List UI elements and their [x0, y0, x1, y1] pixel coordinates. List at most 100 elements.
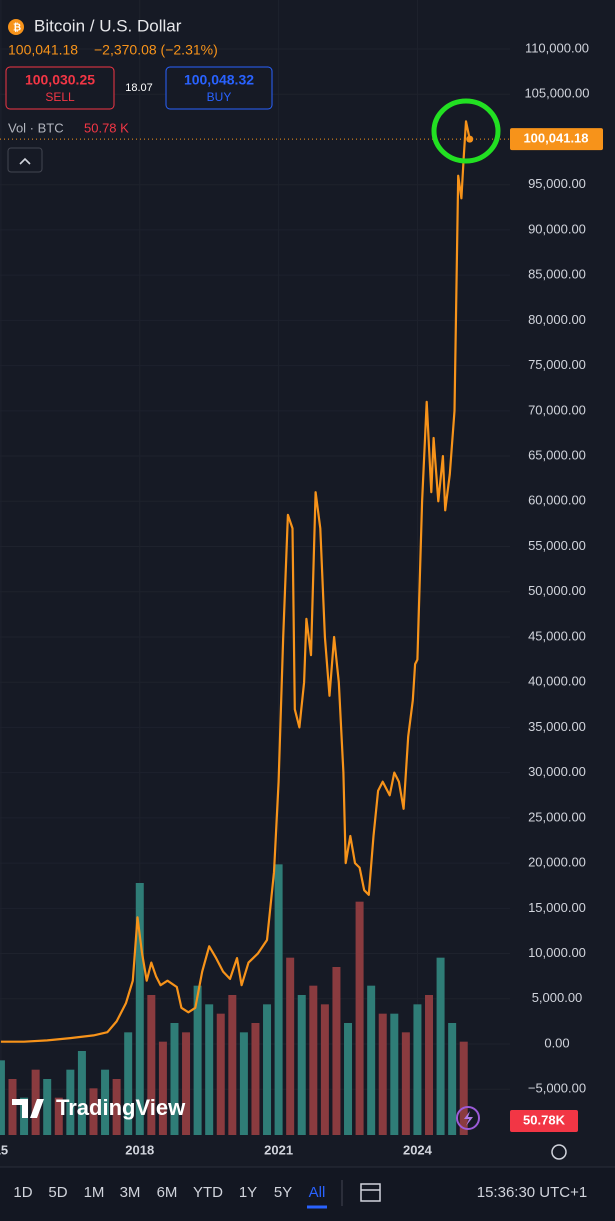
volume-bar [448, 1023, 457, 1135]
range-button[interactable]: YTD [193, 1184, 223, 1201]
y-tick-label: 110,000.00 [525, 40, 589, 55]
y-tick-label: 65,000.00 [528, 447, 586, 462]
volume-bar [135, 883, 144, 1135]
highlight-circle [431, 98, 501, 164]
volume-bar [367, 985, 376, 1135]
range-button[interactable]: 1M [84, 1184, 105, 1201]
range-button[interactable]: 3M [120, 1184, 141, 1201]
volume-bar [286, 957, 295, 1135]
volume-bar [251, 1023, 260, 1135]
volume-bar [320, 1004, 329, 1135]
change: −2,370.08 (−2.31%) [94, 42, 218, 58]
x-tick-label: 15 [0, 1142, 8, 1157]
price-tag [510, 128, 603, 151]
y-tick-label: 90,000.00 [528, 221, 586, 236]
volume-bar [274, 864, 283, 1135]
sell-label[interactable]: SELL [45, 90, 75, 104]
volume-bar [216, 1013, 225, 1135]
volume-bar [8, 1079, 17, 1135]
volume-bar [43, 1079, 52, 1135]
y-tick-label: 85,000.00 [528, 267, 586, 282]
buy-label[interactable]: BUY [207, 90, 232, 104]
volume-tag [510, 1110, 578, 1132]
spread: 18.07 [125, 82, 153, 94]
volume-value: 50.78 K [84, 120, 129, 135]
sell-price[interactable]: 100,030.25 [25, 72, 95, 88]
y-tick-label: −5,000.00 [528, 1081, 586, 1096]
y-tick-label: 30,000.00 [528, 764, 586, 779]
volume-bar [459, 1041, 468, 1135]
plot: 110,000.00 105,000.00 95,000.00 90,000.00 85… [0, 40, 603, 1158]
buy-button[interactable]: 100,048.32 BUY [165, 66, 273, 110]
volume-bar [344, 1023, 353, 1135]
y-tick-label: 40,000.00 [528, 674, 586, 689]
y-tick-label: 5,000.00 [532, 990, 583, 1005]
y-tick-label: 70,000.00 [528, 402, 586, 417]
chevron-up[interactable] [19, 157, 31, 165]
volume-bar [263, 1004, 272, 1135]
coin-symbol: ₿ [13, 22, 21, 34]
logo-icon [12, 1099, 44, 1118]
range-button[interactable]: All [309, 1184, 326, 1201]
volume-bar [332, 967, 341, 1135]
volume-bar [170, 1023, 179, 1135]
range-button[interactable]: 5Y [274, 1184, 292, 1201]
lightning-icon[interactable] [456, 1106, 480, 1130]
toolbar [0, 1167, 615, 1221]
volume-tag-label: 50.78K [523, 1112, 566, 1127]
y-tick-label: 15,000.00 [528, 900, 586, 915]
y-tick-label: 95,000.00 [528, 176, 586, 191]
y-tick-label: 45,000.00 [528, 628, 586, 643]
volume-bar [205, 1004, 214, 1135]
buy-price[interactable]: 100,048.32 [184, 72, 254, 88]
date-range-button[interactable] [360, 1183, 381, 1202]
settings-icon[interactable] [551, 1144, 567, 1160]
symbol-title: Bitcoin / U.S. Dollar [34, 16, 182, 35]
volume-bar [390, 1013, 399, 1135]
volume-bar [436, 957, 445, 1135]
price: 100,041.18 [8, 42, 78, 58]
y-tick-label: 35,000.00 [528, 719, 586, 734]
volume-bar [101, 1069, 110, 1135]
volume-bar [0, 1060, 5, 1135]
volume-bar [309, 985, 318, 1135]
volume-bar [378, 1013, 387, 1135]
volume-bar [413, 1004, 422, 1135]
price-line [0, 120, 471, 1043]
logo: TradingView [12, 1095, 186, 1120]
volume-bar [77, 1051, 86, 1135]
x-tick-label: 2018 [125, 1142, 154, 1157]
y-tick-label: 0.00 [544, 1035, 569, 1050]
range-button[interactable]: 6M [157, 1184, 178, 1201]
lightning-bolt[interactable] [464, 1111, 473, 1126]
volume-bar [193, 985, 202, 1135]
collapse-button[interactable] [7, 147, 43, 173]
range-button[interactable]: 5D [48, 1184, 67, 1201]
sell-frame[interactable] [5, 66, 115, 110]
volume-bar [124, 1032, 133, 1135]
x-tick-label: 2021 [264, 1142, 293, 1157]
calendar-icon[interactable] [360, 1183, 381, 1202]
clock[interactable]: 15:36:30 UTC+1 [477, 1184, 588, 1201]
coin-icon [8, 19, 24, 35]
volume-bar [147, 995, 156, 1135]
range-button[interactable]: 1D [13, 1184, 32, 1201]
volume-bar [89, 1088, 98, 1135]
price-tag-label: 100,041.18 [523, 131, 588, 146]
y-tick-label: 75,000.00 [528, 357, 586, 372]
y-tick-label: 20,000.00 [528, 855, 586, 870]
x-tick-label: 2024 [403, 1142, 433, 1157]
volume-bar [401, 1032, 410, 1135]
volume-bar [54, 1097, 63, 1135]
volume-bar [31, 1069, 40, 1135]
buy-frame[interactable] [165, 66, 273, 110]
logo-text: TradingView [56, 1095, 186, 1120]
volume-bar [182, 1032, 191, 1135]
last-point [466, 135, 474, 143]
y-tick-label: 10,000.00 [528, 945, 586, 960]
sell-button[interactable]: 100,030.25 SELL [5, 66, 115, 110]
range-button[interactable]: 1Y [239, 1184, 257, 1201]
volume-bar [112, 1079, 121, 1135]
